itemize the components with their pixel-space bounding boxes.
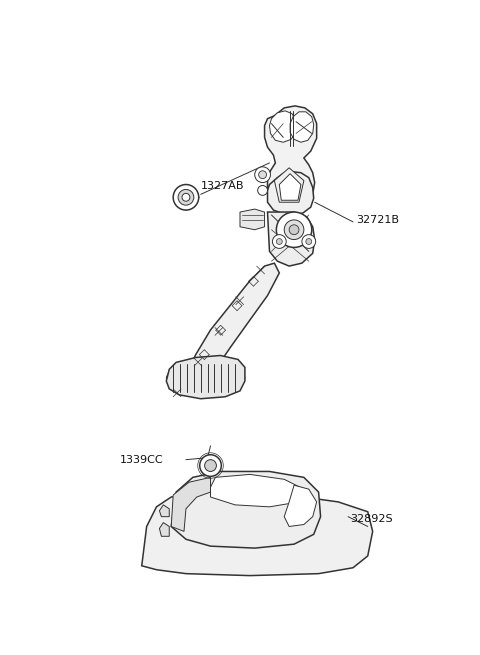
Polygon shape <box>267 172 314 215</box>
Polygon shape <box>240 209 264 230</box>
Text: 32892S: 32892S <box>350 514 393 523</box>
Circle shape <box>204 460 216 472</box>
Circle shape <box>182 193 190 201</box>
Circle shape <box>273 234 286 248</box>
Circle shape <box>255 167 270 183</box>
Polygon shape <box>284 485 317 527</box>
Polygon shape <box>211 474 304 507</box>
Text: 1339CC: 1339CC <box>120 455 164 464</box>
Circle shape <box>178 189 194 205</box>
Polygon shape <box>166 356 245 399</box>
Circle shape <box>306 238 312 244</box>
Circle shape <box>258 185 267 195</box>
Circle shape <box>289 225 299 234</box>
Polygon shape <box>290 112 314 142</box>
Polygon shape <box>184 263 279 389</box>
Polygon shape <box>279 174 301 200</box>
Polygon shape <box>171 477 211 531</box>
Polygon shape <box>269 111 296 142</box>
Circle shape <box>276 238 282 244</box>
Text: 1327AB: 1327AB <box>201 181 244 191</box>
Polygon shape <box>142 492 372 576</box>
Circle shape <box>302 234 316 248</box>
Text: 32721B: 32721B <box>356 215 399 225</box>
Polygon shape <box>275 168 304 202</box>
Polygon shape <box>264 106 317 209</box>
Polygon shape <box>171 472 321 548</box>
Polygon shape <box>159 505 169 517</box>
Circle shape <box>284 220 304 240</box>
Polygon shape <box>159 523 169 536</box>
Polygon shape <box>267 212 315 266</box>
Circle shape <box>200 455 221 476</box>
Circle shape <box>259 171 266 179</box>
Circle shape <box>173 185 199 210</box>
Circle shape <box>276 212 312 248</box>
